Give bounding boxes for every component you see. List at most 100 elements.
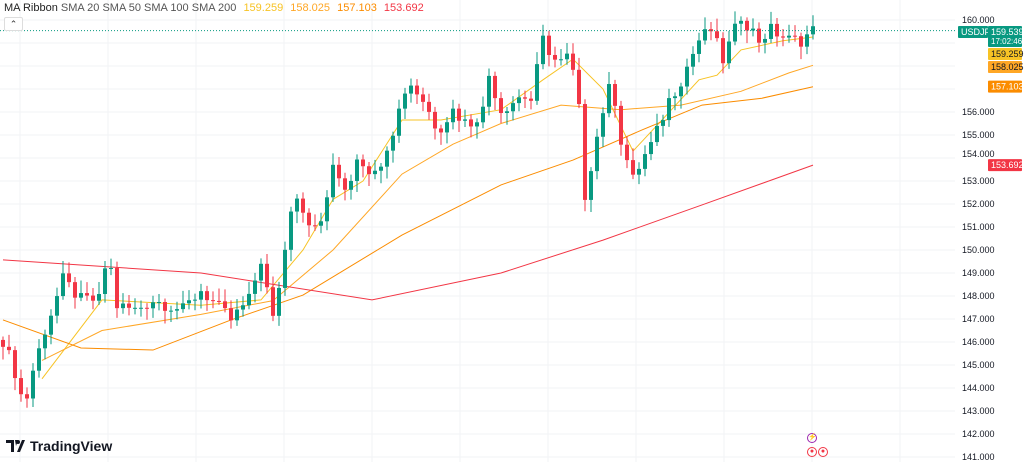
candle: [295, 194, 299, 224]
candle: [349, 174, 353, 200]
candle: [769, 11, 773, 44]
candle: [619, 100, 623, 156]
y-tick-label: 143.000: [962, 406, 995, 416]
candle: [97, 282, 101, 305]
candle-body: [607, 84, 611, 114]
candle: [91, 288, 95, 310]
candle-body: [103, 268, 107, 295]
candle: [781, 29, 785, 47]
candle-body: [85, 293, 89, 296]
candle-body: [469, 119, 473, 127]
candle-body: [379, 166, 383, 171]
tradingview-logo[interactable]: TradingView: [6, 438, 112, 454]
candle-body: [19, 378, 23, 395]
candle: [247, 281, 251, 310]
candle-body: [271, 287, 275, 316]
chevron-up-icon[interactable]: ⌃: [4, 17, 23, 31]
sma-price-tag: 159.259: [988, 48, 1024, 60]
candle-body: [1, 339, 5, 347]
candle-body: [601, 113, 605, 137]
candle-body: [169, 310, 173, 312]
candle: [223, 289, 227, 313]
candle: [409, 78, 413, 103]
candle-body: [637, 168, 641, 175]
indicator-legend[interactable]: MA Ribbon SMA 20 SMA 50 SMA 100 SMA 200 …: [4, 2, 428, 15]
candle-body: [187, 300, 191, 304]
logo-text: TradingView: [30, 438, 113, 454]
candle-body: [613, 84, 617, 106]
candle: [445, 117, 449, 144]
candle-body: [715, 31, 719, 39]
candle-body: [391, 135, 395, 151]
candle: [631, 148, 635, 180]
candle-body: [139, 307, 143, 309]
candle: [253, 272, 257, 303]
candle: [469, 114, 473, 138]
candle-body: [757, 28, 761, 43]
candle: [169, 305, 173, 323]
candle: [187, 290, 191, 310]
lightning-event-icon[interactable]: ⚡: [807, 433, 817, 443]
candle: [655, 113, 659, 147]
candle: [37, 339, 41, 378]
sma-price-tag-bg: [988, 48, 1022, 60]
candle: [127, 294, 131, 316]
candle: [259, 258, 263, 292]
sma-price-tag-bg: [988, 159, 1022, 172]
candle: [181, 290, 185, 313]
candle-body: [565, 53, 569, 60]
candle-body: [457, 108, 461, 121]
candle-body: [175, 309, 179, 311]
candle: [199, 283, 203, 309]
y-tick-label: 142.000: [962, 429, 995, 439]
candle: [193, 293, 197, 311]
candle: [139, 300, 143, 317]
candle: [67, 262, 71, 288]
candle-body: [193, 299, 197, 301]
candle-body: [523, 97, 527, 99]
candle-body: [253, 280, 257, 294]
sma-line-sma200: [2, 164, 814, 301]
candle-body: [217, 300, 221, 302]
candle: [85, 282, 89, 301]
candle-body: [295, 198, 299, 212]
candle-body: [43, 334, 47, 349]
candle: [289, 206, 293, 262]
candle-body: [415, 85, 419, 95]
candle-body: [799, 36, 803, 47]
candle: [475, 118, 479, 139]
candle-body: [301, 198, 305, 213]
last-price-tag-text: 159.539: [991, 27, 1024, 37]
candle: [385, 146, 389, 179]
y-tick-label: 153.000: [962, 176, 995, 186]
candle-body: [535, 64, 539, 101]
candle: [337, 156, 341, 187]
candle-body: [511, 103, 515, 112]
candle: [559, 49, 563, 66]
candle: [241, 296, 245, 317]
candle: [751, 18, 755, 37]
candle-body: [397, 108, 401, 136]
economic-event-icon[interactable]: ●: [807, 447, 817, 457]
candle-body: [559, 59, 563, 61]
candle: [589, 167, 593, 213]
candle: [211, 291, 215, 309]
candle: [421, 87, 425, 112]
candle-body: [643, 154, 647, 169]
candle-body: [289, 211, 293, 250]
candle: [307, 208, 311, 237]
candle-body: [553, 54, 557, 60]
candle: [157, 293, 161, 311]
candle: [547, 30, 551, 67]
candle: [361, 154, 365, 178]
sma50-value: 158.025: [290, 2, 331, 14]
candle-body: [223, 301, 227, 309]
candle-body: [529, 98, 533, 101]
candle: [739, 16, 743, 36]
candle-body: [703, 29, 707, 41]
candle: [427, 93, 431, 120]
economic-event-icon[interactable]: ●: [818, 447, 828, 457]
sma-price-tag: 153.692: [988, 159, 1024, 172]
candle-body: [589, 171, 593, 200]
